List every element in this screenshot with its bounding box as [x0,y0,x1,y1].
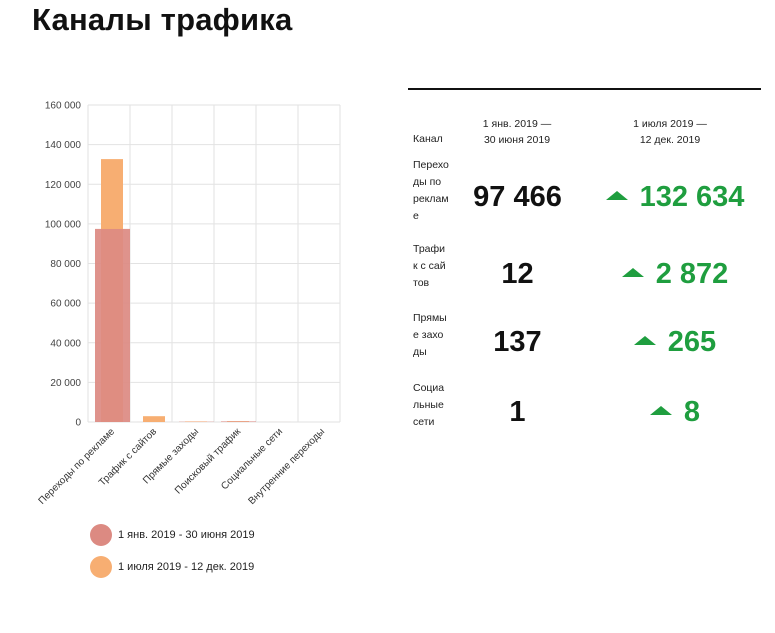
table-row-value-period-2: 2 872 [590,258,760,291]
y-tick-label: 20 000 [50,378,81,389]
table-header-period-2-line-1: 1 июля 2019 — [633,118,707,130]
table-header-period-1-line-2: 30 июня 2019 [483,134,551,146]
y-tick-label: 80 000 [50,259,81,270]
table-row-value-period-2-text: 2 872 [655,258,729,290]
trend-up-icon [649,405,672,415]
legend-item-period-1[interactable]: 1 янв. 2019 - 30 июня 2019 [90,522,255,548]
table-row-value-period-2-text: 8 [683,396,701,428]
legend-swatch-period-1 [90,524,112,546]
table-row-value-period-1: 12 [501,258,534,290]
y-tick-label: 160 000 [45,101,82,112]
bar-period-2-top [101,159,123,229]
table-row-name: Трафик с сайтов [413,243,446,289]
y-tick-label: 120 000 [45,180,82,191]
legend-item-period-2[interactable]: 1 июля 2019 - 12 дек. 2019 [90,554,255,580]
table-header-period-1: 1 янв. 2019 — 30 июня 2019 [458,116,576,148]
legend-swatch-period-2 [90,556,112,578]
table-header-period-1-line-1: 1 янв. 2019 — [482,118,552,130]
chart-legend: 1 янв. 2019 - 30 июня 2019 1 июля 2019 -… [90,522,255,586]
page-title: Каналы трафика [32,2,293,37]
y-tick-label: 140 000 [45,140,82,151]
table-row-value-period-1: 137 [493,326,542,358]
bar-chart: 0 20 000 40 000 60 000 80 000 100 000 120 000 1… [37,101,341,507]
table-header-channel: Канал [413,133,443,145]
legend-label-period-1: 1 янв. 2019 - 30 июня 2019 [118,529,255,541]
y-tick-label: 100 000 [45,219,82,230]
table-row-value-period-2: 132 634 [590,181,760,214]
bar-period-2-top [143,416,165,422]
y-tick-label: 40 000 [50,338,81,349]
table-row-value-period-1: 1 [509,396,526,428]
table-header-period-2-line-2: 12 дек. 2019 [639,134,701,146]
y-tick-label: 60 000 [50,299,81,310]
x-tick-label: Переходы по рекламе [37,426,118,507]
legend-label-period-2: 1 июля 2019 - 12 дек. 2019 [118,561,255,573]
table-row-value-period-2-text: 265 [667,326,717,358]
table-top-rule [408,88,761,90]
bar-period-1 [95,228,130,422]
trend-up-icon [605,190,628,200]
table-row-value-period-1: 97 466 [473,181,562,213]
table-row-name: Прямые заходы [413,312,447,358]
y-tick-label: 0 [75,418,81,429]
table-row-name: Социальные сети [413,382,445,428]
trend-up-icon [633,335,656,345]
trend-up-icon [621,267,644,277]
table-row-value-period-2: 8 [590,396,760,429]
table-header-period-2: 1 июля 2019 — 12 дек. 2019 [610,116,730,148]
table-row-value-period-2-text: 132 634 [639,181,745,213]
bar-period-1 [221,421,256,422]
table-row-name: Переходы по рекламе [413,159,449,222]
x-tick-label: Внутренние переходы [247,426,328,507]
table-row-value-period-2: 265 [590,326,760,359]
